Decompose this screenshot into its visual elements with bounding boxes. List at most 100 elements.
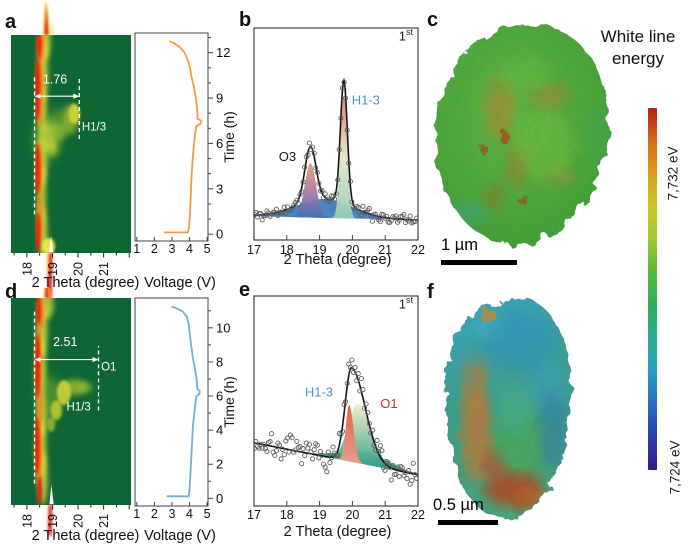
fit-component-H1-3 — [336, 404, 367, 465]
svg-text:19: 19 — [313, 243, 327, 257]
xrd-contour-map-a: 18 19 20 21 1.76 H1/3 — [11, 0, 131, 300]
xaxis-label-map-d: 2 Theta (degree) — [31, 528, 140, 544]
svg-text:21: 21 — [97, 262, 111, 276]
svg-text:1: 1 — [133, 507, 140, 521]
particle-c-patches — [435, 23, 609, 245]
separation-value: 2.51 — [53, 335, 77, 349]
svg-text:20: 20 — [345, 508, 359, 522]
fit-component-H1-3 — [330, 95, 358, 219]
peak-label-H1-3: H1-3 — [352, 92, 380, 107]
fit-component-O3 — [288, 163, 333, 219]
voltage-curve — [164, 40, 202, 234]
colorbar-top-label: 7,732 eV — [665, 146, 681, 201]
svg-text:4: 4 — [186, 507, 193, 521]
svg-text:22: 22 — [411, 508, 425, 522]
phase-annotation: O1 — [101, 361, 116, 373]
svg-text:18: 18 — [280, 243, 294, 257]
map-x-ticks — [13, 253, 130, 258]
svg-text:19: 19 — [46, 514, 60, 528]
cycle-suffix: st — [405, 295, 413, 305]
xrd-peak-fit-e: 17 18 19 20 21 22 H1-3 O1 — [248, 295, 425, 522]
plot-frame — [253, 27, 419, 241]
cycle-number: 1 — [398, 296, 406, 312]
svg-text:20: 20 — [72, 262, 86, 276]
panel-label-c: c — [427, 9, 439, 31]
svg-text:18: 18 — [280, 508, 294, 522]
map-background — [11, 35, 131, 253]
xrd-peak-fit-b: 17 18 19 20 21 22 O3 H1-3 — [248, 27, 425, 257]
colorbar-title-line1: White line — [600, 27, 676, 46]
observed-data-points — [254, 79, 418, 226]
map-spike — [44, 1, 49, 35]
colorbar-gradient — [648, 108, 657, 470]
xaxis-label-fit-b: 2 Theta (degree) — [283, 252, 392, 268]
xaxis-label-map-a: 2 Theta (degree) — [31, 275, 140, 291]
map-spike — [48, 236, 54, 253]
xaxis-label-voltage-a: Voltage (V) — [144, 275, 216, 291]
time-tick-label: 0 — [216, 227, 223, 242]
time-tick-label: 9 — [216, 91, 223, 106]
svg-text:18: 18 — [20, 514, 34, 528]
cycle-number: 1 — [398, 28, 406, 44]
svg-text:4: 4 — [186, 242, 193, 256]
time-axis-title: Time (h) — [221, 111, 237, 163]
particle-f-body — [446, 298, 572, 518]
xaxis-label-fit-e: 2 Theta (degree) — [283, 524, 392, 540]
peak-label-H1-3: H1-3 — [305, 385, 333, 400]
svg-text:22: 22 — [411, 243, 425, 257]
map-spike — [47, 505, 53, 538]
particle-f-patches — [446, 299, 572, 517]
time-tick-label: 0 — [216, 491, 223, 506]
colorbar-title: White line energy — [584, 26, 692, 70]
colorbar-bottom-label: 7,724 eV — [667, 440, 683, 495]
voltage-curve — [166, 305, 201, 498]
svg-text:21: 21 — [378, 508, 392, 522]
particle-c-body — [435, 23, 609, 246]
time-tick-label: 4 — [216, 423, 223, 438]
xaxis-label-voltage-d: Voltage (V) — [144, 528, 216, 544]
svg-text:19: 19 — [313, 508, 327, 522]
phase-annotation: H1/3 — [67, 401, 91, 413]
colorbar-title-line2: energy — [612, 49, 664, 69]
time-tick-label: 6 — [216, 389, 223, 404]
map-x-ticks — [13, 505, 130, 510]
svg-text:20: 20 — [72, 514, 86, 528]
plot-frame — [253, 295, 419, 507]
svg-text:5: 5 — [204, 507, 211, 521]
map-spike — [46, 253, 49, 287]
cycle-label-b: 1st — [353, 27, 413, 43]
peak-label-O3: O3 — [279, 149, 296, 164]
peak-label-O1: O1 — [380, 396, 397, 411]
svg-text:17: 17 — [248, 243, 261, 257]
panel-label-a: a — [5, 11, 17, 33]
observed-data-points — [254, 357, 418, 487]
panel-label-f: f — [427, 281, 434, 303]
plot-frame — [134, 297, 209, 507]
time-tick-label: 8 — [216, 354, 223, 369]
svg-text:3: 3 — [168, 507, 175, 521]
svg-text:5: 5 — [204, 242, 211, 256]
svg-text:1: 1 — [133, 242, 140, 256]
cycle-label-e: 1st — [353, 295, 413, 311]
svg-text:20: 20 — [345, 243, 359, 257]
separation-value: 1.76 — [43, 73, 67, 87]
scalebar-label-c: 1 µm — [441, 236, 479, 254]
map-intensity-art — [33, 35, 80, 253]
map-intensity-art — [34, 298, 94, 505]
time-tick-label: 10 — [216, 320, 230, 335]
time-tick-label: 3 — [216, 181, 223, 196]
map-background — [11, 298, 131, 505]
scalebar-c — [441, 260, 517, 265]
panel-label-b: b — [239, 9, 252, 31]
svg-text:17: 17 — [248, 508, 261, 522]
svg-text:18: 18 — [20, 262, 34, 276]
particle-render-c — [435, 23, 609, 246]
scalebar-f — [438, 520, 498, 525]
panel-label-d: d — [5, 281, 18, 303]
svg-text:19: 19 — [46, 262, 60, 276]
time-tick-label: 12 — [216, 45, 230, 60]
time-tick-label: 6 — [216, 136, 223, 151]
